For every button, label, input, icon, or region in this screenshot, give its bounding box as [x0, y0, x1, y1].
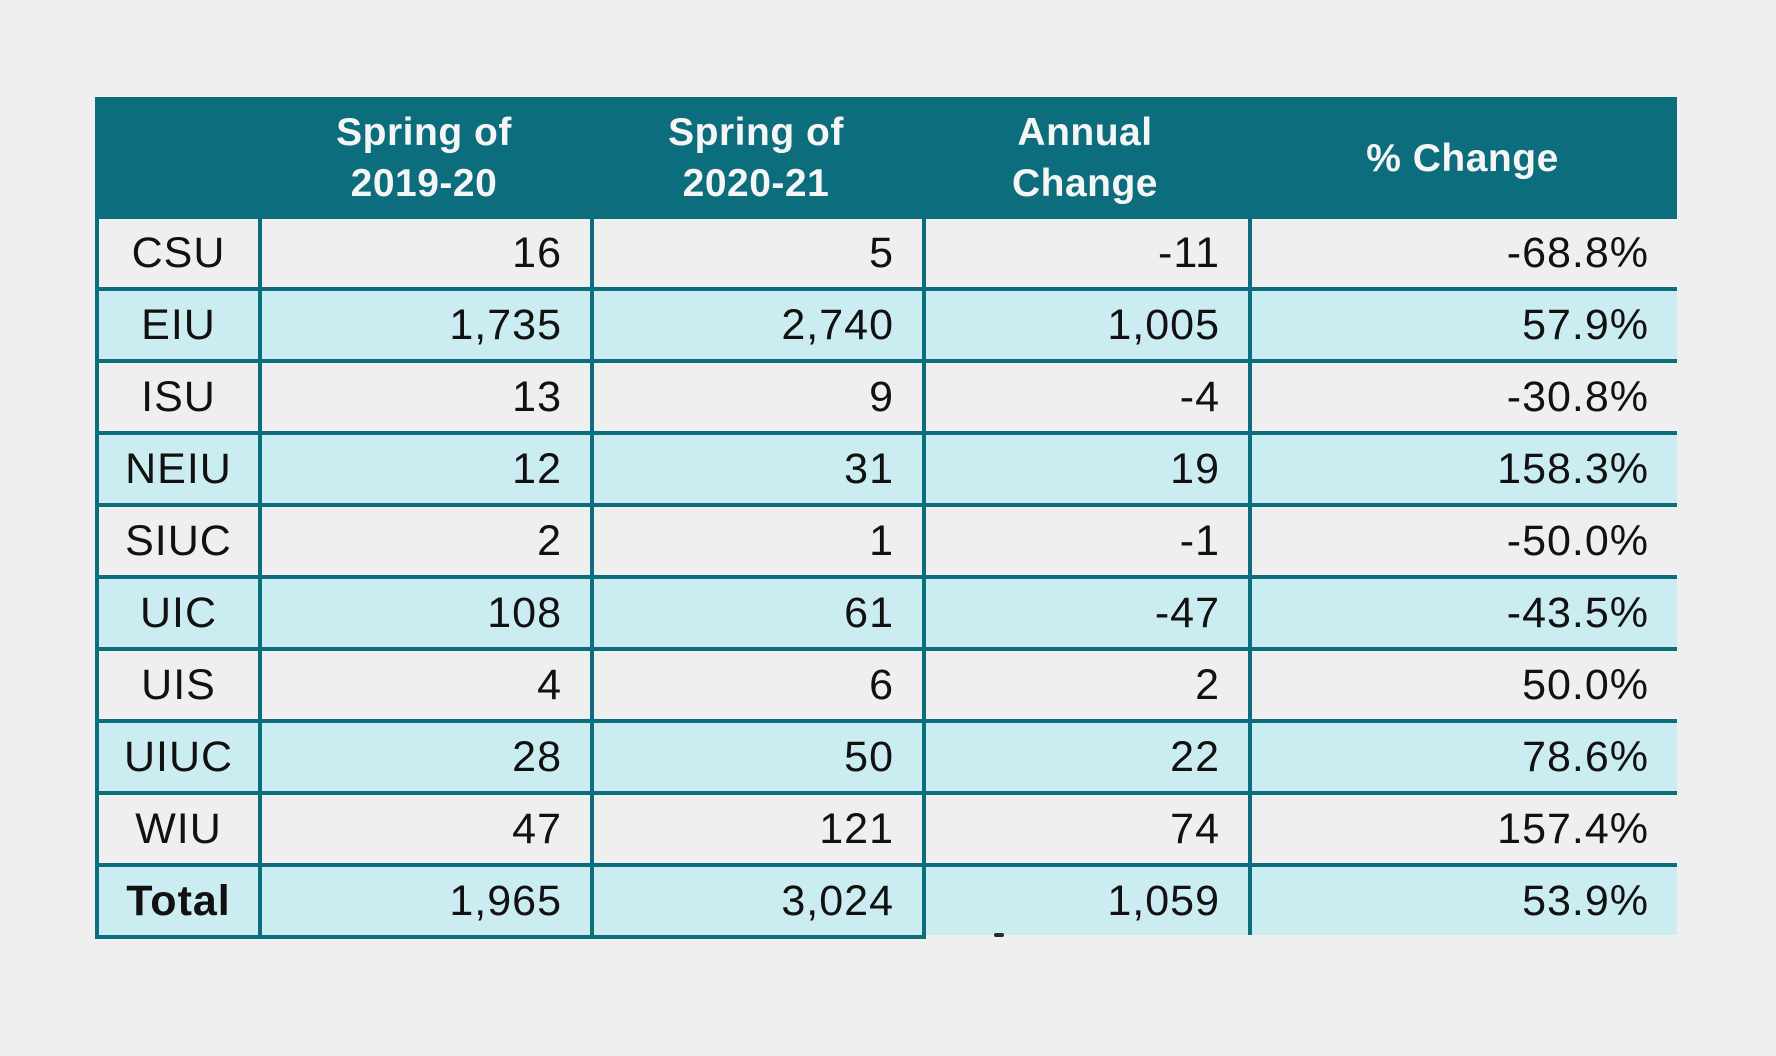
- value-spring-2020-21: 31: [590, 435, 922, 503]
- table-row-isu: ISU 13 9 -4 -30.8%: [95, 359, 1677, 431]
- row-label: Total: [95, 867, 258, 935]
- value-annual-change: -11: [922, 219, 1248, 287]
- enrollment-change-table: Spring of 2019-20 Spring of 2020-21 Annu…: [95, 97, 1677, 939]
- value-pct-change: 57.9%: [1248, 291, 1677, 359]
- value-pct-change: -43.5%: [1248, 579, 1677, 647]
- value-spring-2020-21: 3,024: [590, 867, 922, 935]
- value-spring-2020-21: 1: [590, 507, 922, 575]
- row-label: ISU: [95, 363, 258, 431]
- value-spring-2019-20: 108: [258, 579, 590, 647]
- value-annual-change: 74: [922, 795, 1248, 863]
- value-pct-change: -30.8%: [1248, 363, 1677, 431]
- value-spring-2019-20: 4: [258, 651, 590, 719]
- table-row-total: Total 1,965 3,024 1,059 53.9%: [95, 863, 1677, 935]
- table-row-neiu: NEIU 12 31 19 158.3%: [95, 431, 1677, 503]
- table-row-uiuc: UIUC 28 50 22 78.6%: [95, 719, 1677, 791]
- table-row-siuc: SIUC 2 1 -1 -50.0%: [95, 503, 1677, 575]
- table-row-wiu: WIU 47 121 74 157.4%: [95, 791, 1677, 863]
- value-spring-2019-20: 28: [258, 723, 590, 791]
- value-annual-change: -1: [922, 507, 1248, 575]
- value-pct-change: 158.3%: [1248, 435, 1677, 503]
- header-cell-annual-change: Annual Change: [1011, 111, 1158, 205]
- table-row-csu: CSU 16 5 -11 -68.8%: [95, 219, 1677, 287]
- table-row-uis: UIS 4 6 2 50.0%: [95, 647, 1677, 719]
- value-spring-2019-20: 1,965: [258, 867, 590, 935]
- table-header-row: Spring of 2019-20 Spring of 2020-21 Annu…: [95, 97, 1677, 219]
- value-spring-2019-20: 12: [258, 435, 590, 503]
- value-spring-2019-20: 1,735: [258, 291, 590, 359]
- value-spring-2020-21: 50: [590, 723, 922, 791]
- value-pct-change: 50.0%: [1248, 651, 1677, 719]
- table-row-eiu: EIU 1,735 2,740 1,005 57.9%: [95, 287, 1677, 359]
- value-annual-change: 2: [922, 651, 1248, 719]
- value-spring-2019-20: 2: [258, 507, 590, 575]
- header-cell-pct-change: % Change: [1366, 136, 1559, 180]
- value-spring-2020-21: 2,740: [590, 291, 922, 359]
- row-label: UIUC: [95, 723, 258, 791]
- row-label: SIUC: [95, 507, 258, 575]
- value-annual-change: 19: [922, 435, 1248, 503]
- table-bottom-border: [95, 935, 926, 939]
- value-annual-change: -47: [922, 579, 1248, 647]
- row-label: CSU: [95, 219, 258, 287]
- row-label: UIS: [95, 651, 258, 719]
- value-spring-2020-21: 9: [590, 363, 922, 431]
- value-spring-2019-20: 13: [258, 363, 590, 431]
- value-spring-2020-21: 61: [590, 579, 922, 647]
- header-cell-spring-2019-20: Spring of 2019-20: [336, 111, 512, 205]
- value-annual-change: -4: [922, 363, 1248, 431]
- value-spring-2019-20: 47: [258, 795, 590, 863]
- value-annual-change: 1,005: [922, 291, 1248, 359]
- value-annual-change: 22: [922, 723, 1248, 791]
- value-spring-2020-21: 121: [590, 795, 922, 863]
- row-label: EIU: [95, 291, 258, 359]
- stray-period-mark: [994, 933, 1004, 937]
- row-label: WIU: [95, 795, 258, 863]
- value-annual-change: 1,059: [922, 867, 1248, 935]
- header-cell-spring-2020-21: Spring of 2020-21: [668, 111, 844, 205]
- value-pct-change: 78.6%: [1248, 723, 1677, 791]
- value-pct-change: 157.4%: [1248, 795, 1677, 863]
- value-pct-change: -68.8%: [1248, 219, 1677, 287]
- table-row-uic: UIC 108 61 -47 -43.5%: [95, 575, 1677, 647]
- value-spring-2020-21: 6: [590, 651, 922, 719]
- row-label: UIC: [95, 579, 258, 647]
- row-label: NEIU: [95, 435, 258, 503]
- value-pct-change: 53.9%: [1248, 867, 1677, 935]
- value-spring-2020-21: 5: [590, 219, 922, 287]
- value-pct-change: -50.0%: [1248, 507, 1677, 575]
- value-spring-2019-20: 16: [258, 219, 590, 287]
